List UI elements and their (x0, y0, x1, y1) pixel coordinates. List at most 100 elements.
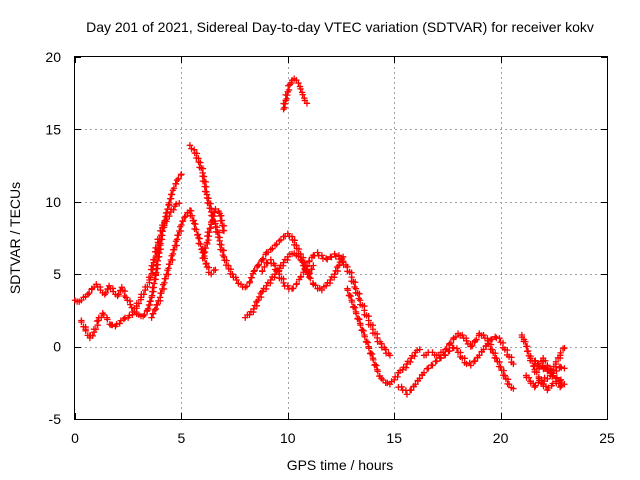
series-sat-k (420, 330, 517, 392)
data-point (113, 321, 120, 328)
data-point (145, 301, 153, 309)
data-point (510, 385, 517, 392)
data-point (370, 356, 377, 364)
x-tick-label: 25 (599, 430, 615, 446)
data-point (201, 248, 209, 256)
data-point (126, 312, 133, 319)
data-point (351, 304, 359, 311)
data-point (541, 374, 548, 382)
data-point (255, 261, 263, 268)
x-tick-label: 0 (71, 430, 79, 446)
series-sat-e (199, 205, 228, 262)
data-point (250, 268, 257, 275)
data-point (353, 310, 360, 317)
data-point (167, 191, 175, 198)
data-point (149, 284, 156, 291)
plot-frame (74, 56, 608, 420)
data-point (532, 382, 539, 389)
data-point (344, 287, 351, 294)
data-point (115, 291, 122, 298)
data-point (453, 345, 461, 352)
data-point (318, 252, 326, 259)
y-tick-label: 5 (53, 266, 61, 282)
y-axis-label: SDTVAR / TECUs (7, 182, 23, 294)
data-point (476, 352, 483, 359)
data-point (162, 209, 170, 217)
data-point (254, 297, 262, 304)
data-point (447, 339, 455, 347)
data-point (246, 278, 254, 285)
data-point (182, 213, 189, 220)
data-point (102, 289, 110, 297)
series-sat-f (242, 250, 347, 321)
data-point (471, 357, 479, 365)
data-point (194, 231, 201, 239)
data-point (259, 256, 266, 263)
data-point (473, 336, 480, 343)
data-point (561, 365, 568, 372)
data-point (144, 305, 152, 313)
data-point (531, 383, 538, 391)
tick-labels: 0 5 10 15 20 25 -5 0 5 10 15 20 (45, 49, 615, 446)
data-point (280, 259, 287, 266)
data-point (210, 212, 218, 220)
data-point (411, 352, 418, 360)
data-point (273, 241, 280, 248)
data-point (220, 247, 227, 254)
data-point (85, 289, 93, 297)
data-point (429, 362, 436, 369)
data-point (229, 271, 236, 278)
data-point (192, 220, 199, 228)
data-point (374, 368, 381, 375)
data-point (202, 260, 209, 268)
data-point (484, 337, 492, 345)
data-point (259, 255, 267, 262)
data-point (144, 283, 151, 291)
data-point (356, 316, 363, 323)
data-point (211, 209, 218, 216)
data-point (153, 301, 160, 309)
data-point (297, 256, 304, 263)
data-point (131, 309, 138, 316)
data-point (277, 236, 285, 244)
data-point (284, 282, 291, 289)
data-point (251, 267, 258, 274)
data-point (533, 369, 540, 376)
data-point (463, 360, 470, 368)
data-point (201, 252, 208, 260)
data-point (501, 372, 509, 379)
data-point (220, 227, 228, 234)
data-point (347, 292, 354, 300)
data-point (331, 271, 338, 278)
data-point (557, 376, 565, 383)
y-tick-label: 0 (53, 339, 61, 355)
data-point (433, 357, 440, 365)
data-point (285, 86, 293, 94)
data-point (178, 171, 185, 178)
data-point (120, 315, 128, 323)
data-point (246, 311, 253, 318)
data-point (250, 305, 257, 313)
data-point (398, 383, 405, 390)
data-point (156, 236, 163, 243)
data-point (471, 337, 479, 345)
data-point (524, 348, 531, 355)
y-tick-label: 20 (45, 49, 61, 65)
data-point (165, 271, 172, 278)
data-point (303, 262, 311, 269)
data-point (297, 273, 305, 280)
data-point (193, 226, 200, 233)
data-point (99, 310, 106, 317)
data-point (306, 257, 313, 265)
data-point (318, 286, 326, 294)
data-point (542, 357, 549, 364)
data-point (174, 232, 181, 239)
data-point (170, 206, 177, 214)
data-point (217, 217, 225, 225)
ticks (75, 57, 608, 420)
data-point (492, 333, 499, 341)
data-point (373, 362, 380, 369)
data-point (104, 285, 111, 293)
data-point (322, 282, 330, 289)
